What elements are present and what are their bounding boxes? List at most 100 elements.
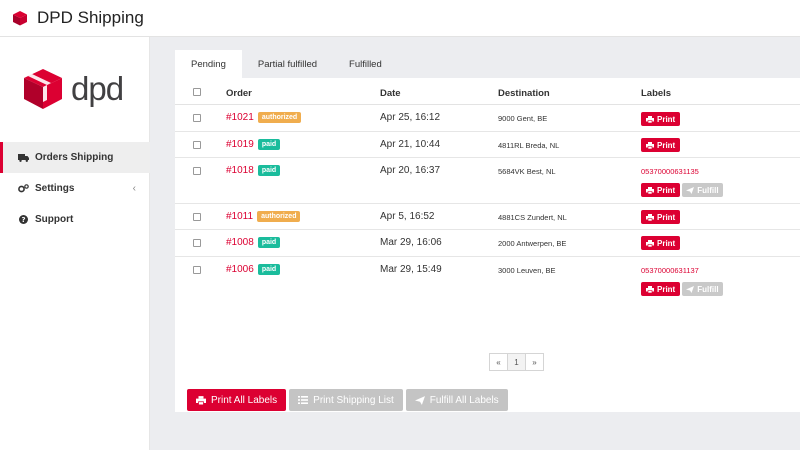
row-checkbox[interactable] <box>193 114 201 122</box>
table-row: #1011 authorized Apr 5, 16:52 4881CS Zund… <box>175 204 800 230</box>
paper-plane-icon <box>414 395 425 405</box>
fulfill-label: Fulfill <box>697 284 719 294</box>
pagination-prev-button[interactable]: « <box>489 353 508 371</box>
bulk-actions: Print All Labels Print Shipping List Ful… <box>187 389 511 411</box>
truck-icon <box>17 153 29 163</box>
order-link[interactable]: #1008 <box>226 237 254 248</box>
orders-table: Order Date Destination Labels #1021 autho… <box>175 78 800 303</box>
sidebar-item-orders-shipping[interactable]: Orders Shipping <box>0 142 150 173</box>
order-cell: #1019 paid <box>226 139 281 150</box>
print-label-button[interactable]: Print <box>641 236 681 250</box>
button-label: Print All Labels <box>211 394 278 406</box>
sidebar-item-label: Support <box>35 214 74 225</box>
print-label: Print <box>657 284 676 294</box>
tracking-number-link[interactable]: 05370000631135 <box>641 167 699 176</box>
order-cell: #1008 paid <box>226 237 281 248</box>
order-link[interactable]: #1021 <box>226 112 254 123</box>
printer-icon <box>196 395 206 405</box>
print-label-button[interactable]: Print <box>641 112 681 126</box>
column-header-date: Date <box>380 88 401 99</box>
print-label: Print <box>657 140 676 150</box>
order-date: Mar 29, 15:49 <box>380 264 442 275</box>
tab-fulfilled[interactable]: Fulfilled <box>349 58 382 70</box>
labels-cell: Print Fulfill <box>641 282 723 296</box>
fulfill-button[interactable]: Fulfill <box>682 282 723 296</box>
pagination: « 1 » <box>489 353 544 371</box>
table-row: #1008 paid Mar 29, 16:06 2000 Antwerpen, … <box>175 230 800 257</box>
status-badge: paid <box>257 139 281 150</box>
order-link[interactable]: #1006 <box>226 264 254 275</box>
labels-cell: Print <box>641 112 681 126</box>
print-all-labels-button[interactable]: Print All Labels <box>187 389 287 411</box>
order-date: Apr 5, 16:52 <box>380 211 435 222</box>
sidebar-item-label: Orders Shipping <box>35 152 114 163</box>
table-row: #1021 authorized Apr 25, 16:12 9000 Gent,… <box>175 105 800 132</box>
print-label-button[interactable]: Print <box>641 210 681 224</box>
order-date: Apr 25, 16:12 <box>380 112 441 123</box>
dpd-logo[interactable]: dpd <box>22 67 124 111</box>
paper-plane-icon <box>686 285 695 293</box>
printer-icon <box>646 239 654 247</box>
tab-pending[interactable]: Pending <box>175 50 242 78</box>
row-checkbox[interactable] <box>193 213 201 221</box>
status-badge: paid <box>257 237 281 248</box>
printer-icon <box>646 115 654 123</box>
app-title: DPD Shipping <box>37 8 144 27</box>
row-checkbox[interactable] <box>193 141 201 149</box>
labels-cell: Print Fulfill <box>641 183 723 197</box>
fulfill-button[interactable]: Fulfill <box>682 183 723 197</box>
print-label-button[interactable]: Print <box>641 282 681 296</box>
fulfill-all-labels-button[interactable]: Fulfill All Labels <box>405 389 508 411</box>
printer-icon <box>646 186 654 194</box>
print-label: Print <box>657 238 676 248</box>
order-destination: 4881CS Zundert, NL <box>498 213 567 222</box>
printer-icon <box>646 213 654 221</box>
logo-text: dpd <box>71 70 124 107</box>
select-all-checkbox[interactable] <box>193 88 201 96</box>
pagination-page-1[interactable]: 1 <box>507 353 526 371</box>
order-cell: #1011 authorized <box>226 211 301 222</box>
top-bar: DPD Shipping <box>0 0 800 37</box>
column-header-order: Order <box>226 88 252 99</box>
row-checkbox[interactable] <box>193 266 201 274</box>
print-label: Print <box>657 185 676 195</box>
order-destination: 2000 Antwerpen, BE <box>498 239 567 248</box>
sidebar-item-support[interactable]: ? Support <box>0 204 150 235</box>
labels-cell: Print <box>641 236 681 250</box>
row-checkbox[interactable] <box>193 167 201 175</box>
order-destination: 5684VK Best, NL <box>498 167 556 176</box>
fulfill-label: Fulfill <box>697 185 719 195</box>
tab-bar: Pending Partial fulfilled Fulfilled <box>175 50 800 78</box>
row-checkbox[interactable] <box>193 239 201 247</box>
order-cell: #1021 authorized <box>226 112 302 123</box>
order-link[interactable]: #1011 <box>226 211 254 222</box>
svg-text:?: ? <box>21 216 25 224</box>
tab-partial-fulfilled[interactable]: Partial fulfilled <box>257 58 318 70</box>
sidebar-item-settings[interactable]: Settings ‹ <box>0 173 150 204</box>
order-link[interactable]: #1018 <box>226 165 254 176</box>
column-header-labels: Labels <box>641 88 672 99</box>
list-icon <box>298 396 309 404</box>
labels-cell: Print <box>641 138 681 152</box>
order-link[interactable]: #1019 <box>226 139 254 150</box>
print-label-button[interactable]: Print <box>641 183 681 197</box>
question-circle-icon: ? <box>17 215 29 225</box>
sidebar-nav: Orders Shipping Settings ‹ ? Support <box>0 142 150 235</box>
button-label: Print Shipping List <box>313 394 394 406</box>
column-header-destination: Destination <box>498 88 550 99</box>
order-date: Apr 20, 16:37 <box>380 165 441 176</box>
tracking-number-link[interactable]: 05370000631137 <box>641 266 699 275</box>
order-cell: #1006 paid <box>226 264 281 275</box>
table-row: #1019 paid Apr 21, 10:44 4811RL Breda, NL… <box>175 132 800 158</box>
print-shipping-list-button[interactable]: Print Shipping List <box>289 389 403 411</box>
printer-icon <box>646 141 654 149</box>
paper-plane-icon <box>686 186 695 194</box>
orders-panel: Pending Partial fulfilled Fulfilled Orde… <box>175 50 800 412</box>
status-badge: paid <box>257 264 281 275</box>
table-header: Order Date Destination Labels <box>175 78 800 105</box>
pagination-next-button[interactable]: » <box>525 353 544 371</box>
printer-icon <box>646 285 654 293</box>
print-label-button[interactable]: Print <box>641 138 681 152</box>
gears-icon <box>17 184 29 194</box>
print-label: Print <box>657 114 676 124</box>
